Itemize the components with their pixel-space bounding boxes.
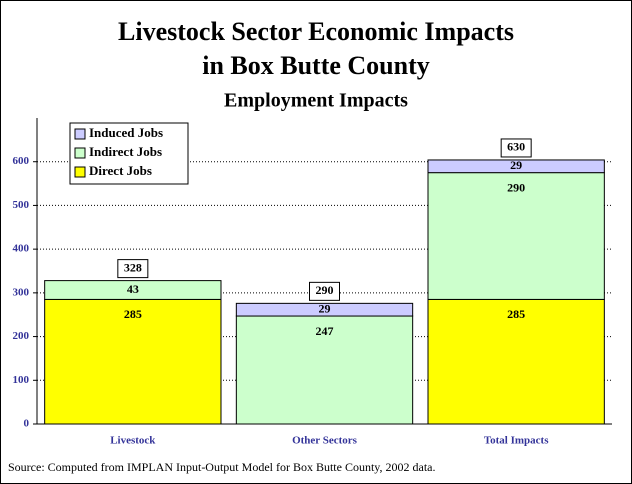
legend-swatch <box>74 128 86 140</box>
total-box <box>117 259 149 279</box>
chart-subtitle: Employment Impacts <box>224 90 408 112</box>
bar-segment <box>427 172 605 300</box>
total-box <box>500 138 532 158</box>
chart-title: Livestock Sector Economic Impacts <box>118 17 514 46</box>
y-tick-label: 200 <box>13 330 30 342</box>
y-tick-label: 100 <box>13 374 30 386</box>
value-label: 290 <box>507 180 525 194</box>
y-tick-label: 600 <box>13 155 30 167</box>
total-label: 290 <box>316 283 334 297</box>
legend-label: Direct Jobs <box>89 163 152 178</box>
bar-segment <box>44 298 222 425</box>
y-tick-label: 500 <box>13 199 30 211</box>
y-tick-label: 400 <box>13 243 30 255</box>
value-label: 247 <box>316 324 334 338</box>
bar-segment <box>427 298 605 425</box>
bar-segment <box>427 159 605 174</box>
legend-swatch <box>74 147 86 159</box>
source-note: Source: Computed from IMPLAN Input-Outpu… <box>8 460 436 474</box>
legend-box <box>69 122 189 185</box>
x-tick-label: Livestock <box>110 435 156 447</box>
value-label: 29 <box>510 158 522 172</box>
chart-title: in Box Butte County <box>202 51 430 80</box>
bar-segment <box>235 315 414 425</box>
x-tick-label: Total Impacts <box>484 435 549 447</box>
y-tick-label: 0 <box>24 418 30 430</box>
total-label: 328 <box>124 260 142 274</box>
total-box <box>309 281 340 301</box>
legend-swatch <box>74 166 86 178</box>
y-tick-label: 300 <box>13 286 30 298</box>
value-label: 29 <box>319 301 331 315</box>
bar-segment <box>44 280 222 300</box>
total-label: 630 <box>507 140 525 154</box>
legend-label: Induced Jobs <box>89 125 163 140</box>
legend-label: Indirect Jobs <box>89 144 162 159</box>
value-label: 285 <box>124 307 142 321</box>
value-label: 43 <box>127 282 139 296</box>
x-tick-label: Other Sectors <box>292 435 358 447</box>
bar-segment <box>235 302 414 317</box>
value-label: 285 <box>507 307 525 321</box>
